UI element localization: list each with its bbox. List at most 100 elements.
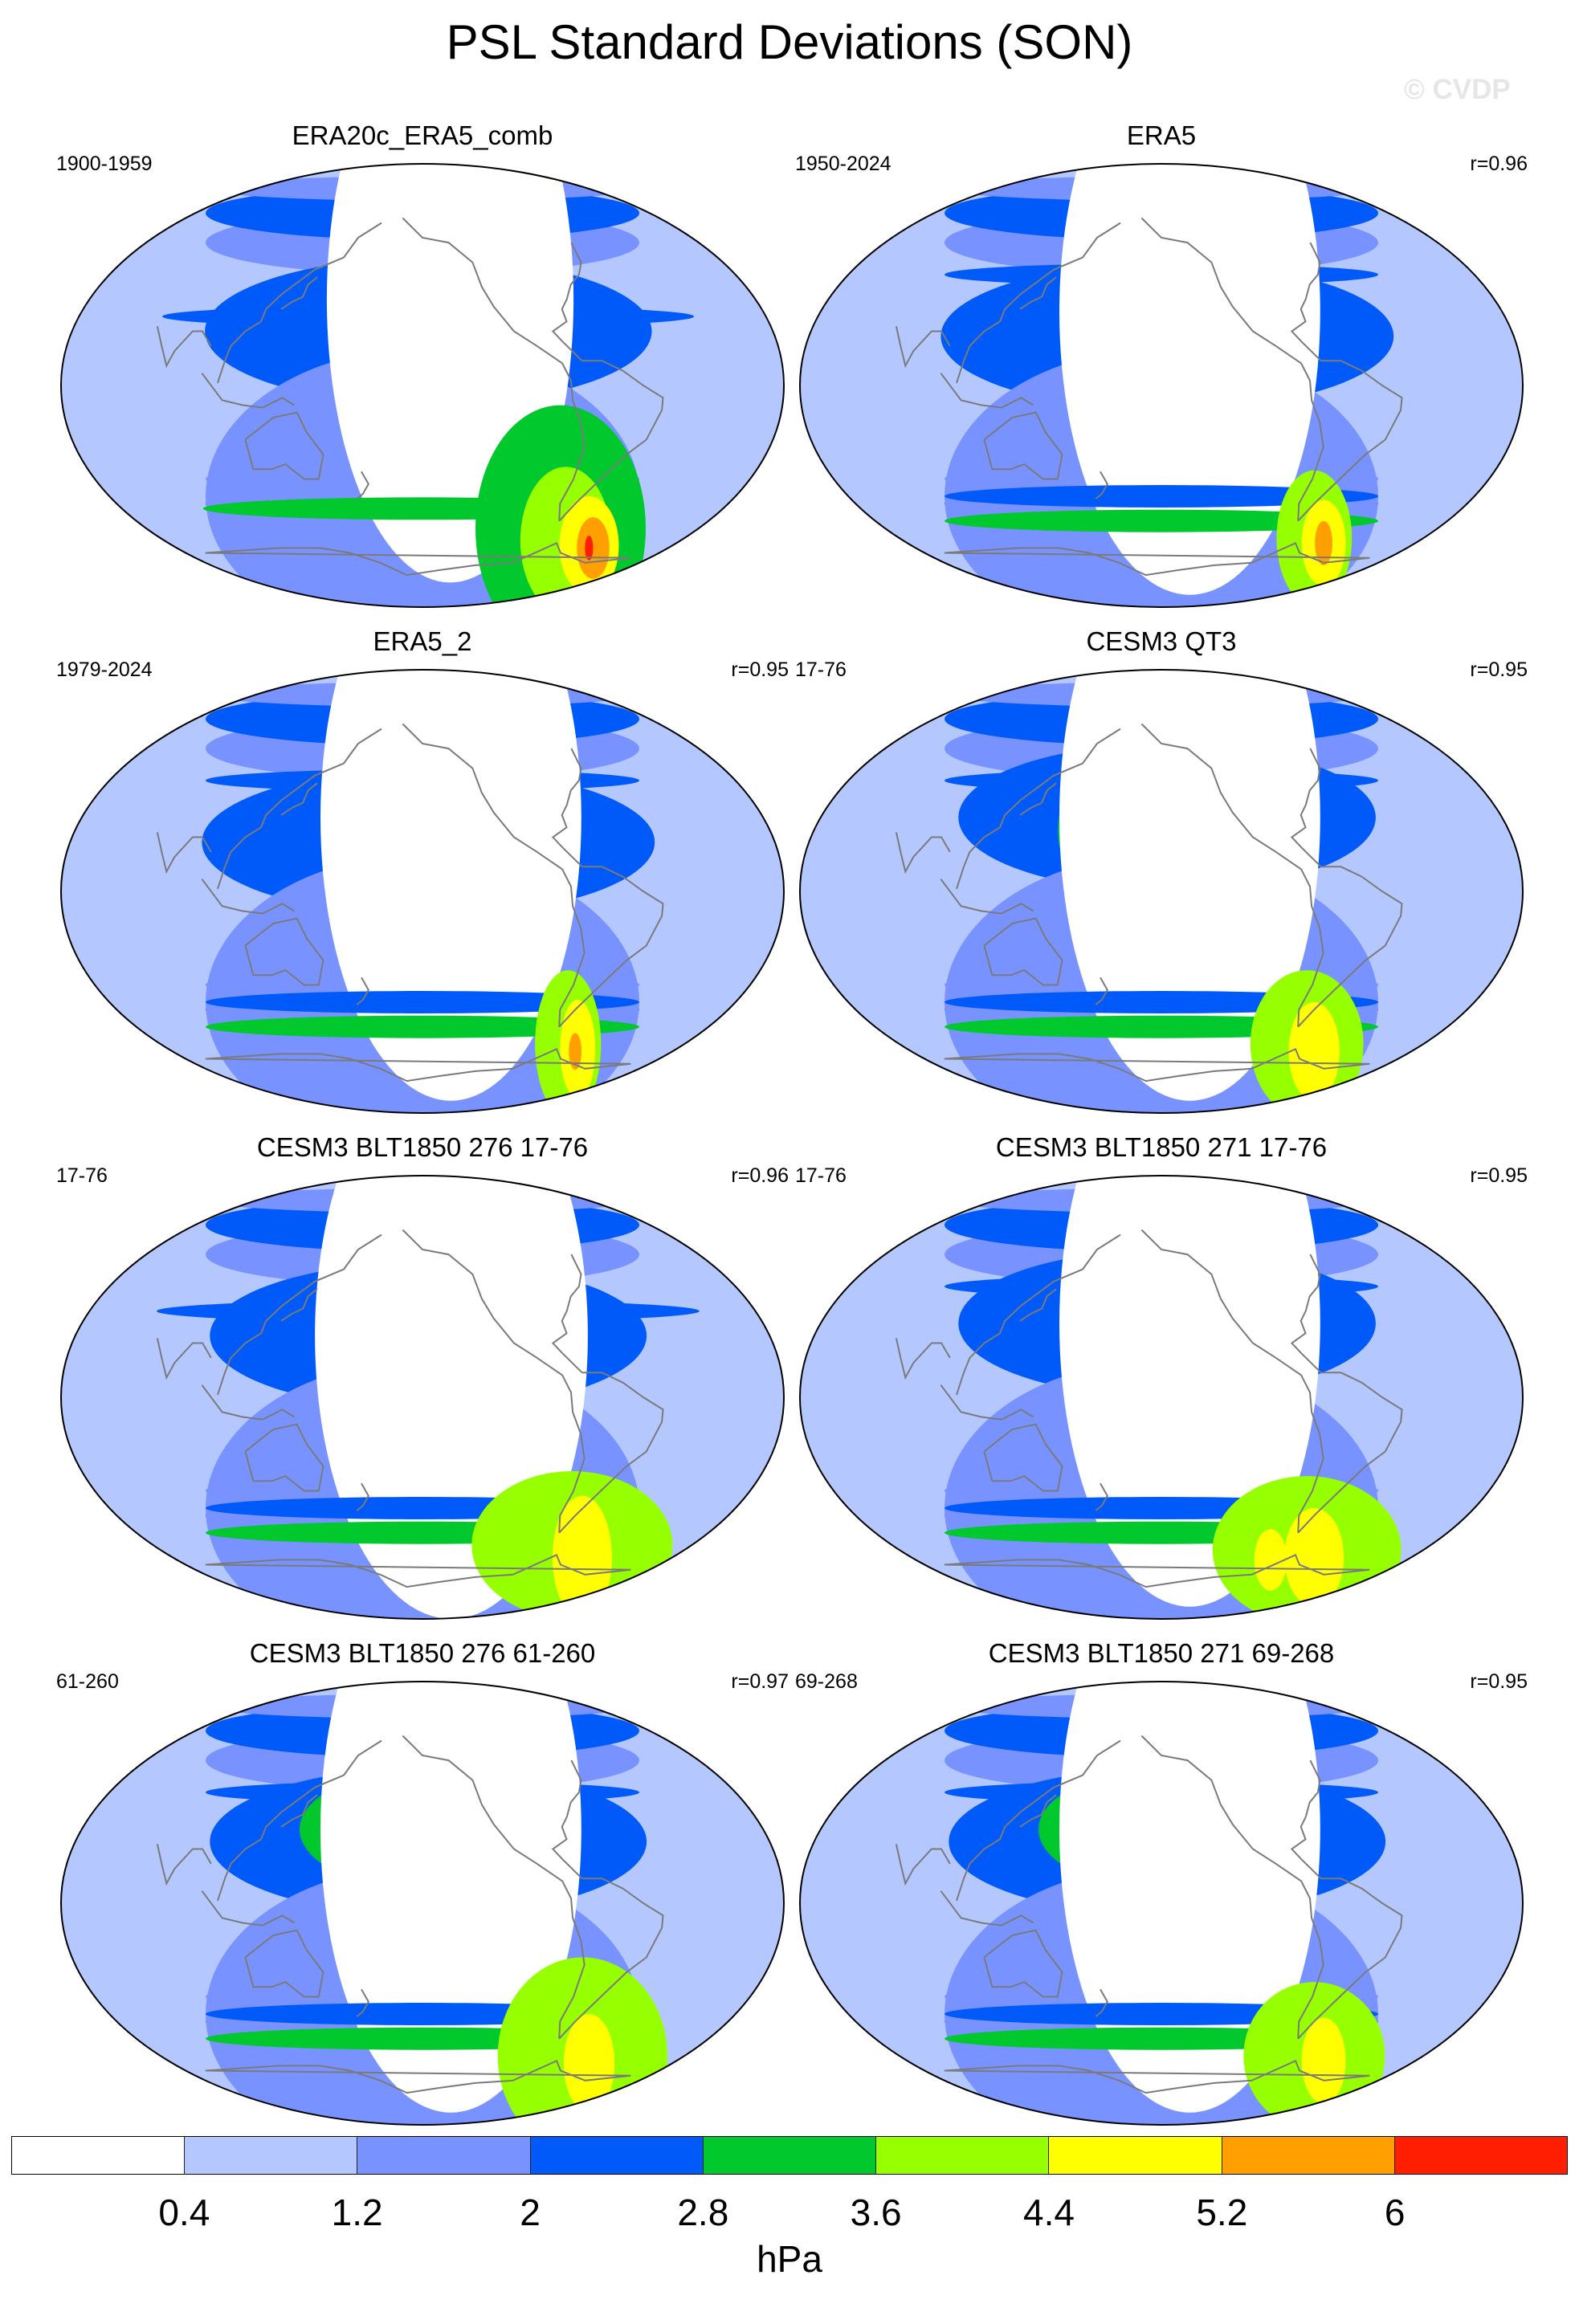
coastline — [244, 411, 324, 480]
coastline — [1019, 276, 1057, 310]
contour-level-3 — [206, 991, 639, 1013]
coastline — [1019, 1288, 1057, 1322]
coastline — [956, 222, 1121, 384]
colorbar-tick-label: 4.4 — [1023, 2191, 1075, 2233]
coastline — [944, 2059, 1370, 2094]
coastline — [944, 1047, 1370, 1082]
coastline — [280, 1288, 318, 1322]
contour-level-6 — [563, 2014, 615, 2113]
map-panel: ERA5 1950-2024 r=0.96 — [795, 120, 1528, 630]
coastline — [217, 1739, 382, 1902]
map-panel: CESM3 BLT1850 271 69-268 69-268 r=0.95 — [795, 1638, 1528, 2147]
coastline — [558, 360, 664, 522]
coastline — [944, 1553, 1370, 1588]
map-panel: ERA20c_ERA5_comb 1900-1959 — [56, 120, 789, 630]
coastline — [944, 541, 1370, 577]
coastline — [402, 723, 585, 1027]
coastline — [356, 1482, 369, 1511]
coastline — [201, 1890, 296, 1926]
contour-level-7 — [569, 1033, 582, 1070]
coastline — [940, 879, 1034, 915]
panel-pattern-correlation: r=0.95 — [1470, 1164, 1528, 1187]
panel-pattern-correlation: r=0.95 — [1470, 1670, 1528, 1693]
coastline — [1290, 1759, 1322, 1880]
coastline — [558, 866, 664, 1028]
panel-pattern-correlation: r=0.96 — [731, 1164, 789, 1187]
coastline — [983, 411, 1063, 480]
colorbar — [11, 2136, 1568, 2175]
panel-title: ERA5_2 — [373, 626, 472, 656]
coastline — [205, 541, 631, 577]
coastline — [1297, 1372, 1403, 1534]
coastline — [280, 1794, 318, 1828]
coastline — [956, 728, 1121, 890]
coastline — [280, 782, 318, 816]
coastline — [244, 1929, 324, 1998]
colorbar-segment-4 — [702, 2137, 876, 2174]
coastline — [205, 1047, 631, 1082]
coastline — [1140, 723, 1324, 1027]
colorbar-tick-label: 2 — [520, 2191, 541, 2233]
coastline — [1290, 242, 1322, 362]
colorbar-segment-0 — [12, 2137, 185, 2174]
coastline — [402, 217, 585, 521]
coastline — [280, 276, 318, 310]
map-outline — [799, 163, 1524, 608]
contour-level-6 — [1288, 1002, 1340, 1101]
coastline — [1140, 1735, 1324, 2039]
coastline — [1297, 866, 1403, 1028]
coastline — [356, 1988, 369, 2017]
contour-map — [799, 163, 1524, 608]
panel-period: 17-76 — [56, 1164, 108, 1187]
coastline — [156, 832, 212, 875]
colorbar-tick-label: 2.8 — [677, 2191, 729, 2233]
panel-title: CESM3 BLT1850 271 69-268 — [988, 1638, 1335, 1668]
contour-level-7 — [1315, 520, 1333, 565]
map-outline — [60, 669, 785, 1114]
map-panel: ERA5_2 1979-2024 r=0.95 — [56, 626, 789, 1135]
contour-level-3 — [945, 485, 1378, 508]
map-panel: CESM3 BLT1850 271 17-76 17-76 r=0.95 — [795, 1132, 1528, 1641]
map-panel: CESM3 BLT1850 276 17-76 17-76 r=0.96 — [56, 1132, 789, 1641]
colorbar-segment-2 — [357, 2137, 530, 2174]
coastline — [1019, 1794, 1057, 1828]
coastline — [895, 832, 951, 875]
panel-period: 61-260 — [56, 1670, 119, 1693]
coastline — [1290, 748, 1322, 868]
panel-title: CESM3 BLT1850 276 17-76 — [256, 1132, 589, 1162]
coastline — [244, 917, 324, 986]
watermark: © CVDP — [1404, 74, 1511, 105]
coastline — [558, 1878, 664, 2040]
coastline — [551, 1254, 583, 1374]
contour-level-6 — [552, 1495, 612, 1619]
colorbar-segment-5 — [875, 2137, 1049, 2174]
coastline — [895, 1844, 951, 1886]
coastline — [201, 373, 296, 409]
panel-pattern-correlation: r=0.97 — [731, 1670, 789, 1693]
coastline — [1140, 1229, 1324, 1533]
map-outline — [60, 1681, 785, 2126]
panel-period: 17-76 — [795, 1164, 847, 1187]
coastline — [1095, 1988, 1108, 2017]
coastline — [205, 1553, 631, 1588]
coastline — [1095, 471, 1108, 499]
coastline — [356, 976, 369, 1005]
map-outline — [60, 1175, 785, 1620]
coastline — [1140, 217, 1324, 521]
map-outline — [799, 669, 1524, 1114]
coastline — [156, 1844, 212, 1886]
coastline — [940, 1384, 1034, 1421]
contour-level-4 — [206, 1015, 639, 1038]
panel-period: 17-76 — [795, 658, 847, 681]
colorbar-tick-label: 6 — [1384, 2191, 1406, 2233]
coastline — [1297, 1878, 1403, 2040]
coastline — [551, 748, 583, 868]
coastline — [217, 728, 382, 890]
colorbar-segment-3 — [529, 2137, 703, 2174]
coastline — [1297, 360, 1403, 522]
contour-level-0 — [315, 1176, 588, 1619]
panel-period: 1900-1959 — [56, 153, 153, 175]
map-outline — [799, 1175, 1524, 1620]
coastline — [1095, 1482, 1108, 1511]
map-panel: CESM3 QT3 17-76 r=0.95 — [795, 626, 1528, 1135]
